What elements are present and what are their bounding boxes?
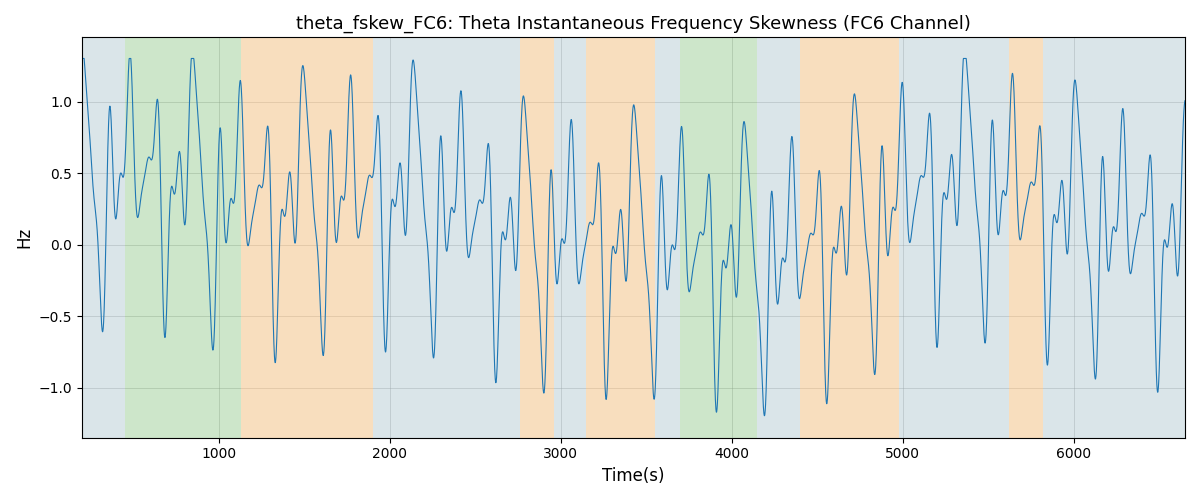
Bar [899,38,1009,438]
Title: theta_fskew_FC6: Theta Instantaneous Frequency Skewness (FC6 Channel): theta_fskew_FC6: Theta Instantaneous Fre… [296,15,971,34]
Bar [82,38,125,438]
Bar [655,38,680,438]
Bar [125,38,241,438]
Bar [241,38,373,438]
Bar [680,38,757,438]
Bar [587,38,655,438]
Bar [520,38,554,438]
Bar [554,38,587,438]
Bar [373,38,520,438]
Bar [1009,38,1043,438]
Bar [1043,38,1186,438]
X-axis label: Time(s): Time(s) [602,467,665,485]
Bar [757,38,800,438]
Bar [800,38,899,438]
Y-axis label: Hz: Hz [14,227,32,248]
